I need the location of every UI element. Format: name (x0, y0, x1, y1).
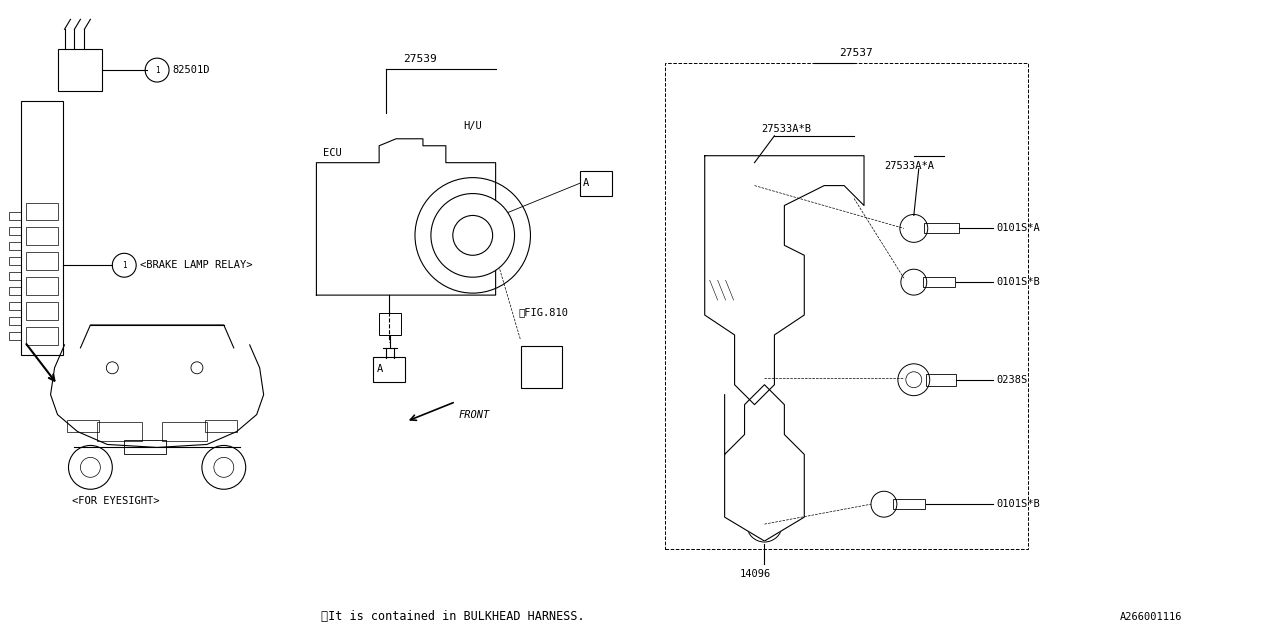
Text: 0101S*A: 0101S*A (996, 223, 1041, 234)
Text: 0101S*B: 0101S*B (996, 277, 1041, 287)
Bar (58, 49, 102, 91)
Circle shape (106, 362, 118, 374)
Bar (163, 422, 207, 442)
Bar (9, 243, 20, 250)
Circle shape (732, 164, 777, 207)
Circle shape (428, 178, 444, 193)
Circle shape (113, 253, 136, 277)
Text: ECU: ECU (324, 148, 342, 157)
Bar (26, 327, 58, 345)
Text: 27539: 27539 (403, 54, 436, 64)
Circle shape (214, 458, 234, 477)
Text: 1: 1 (122, 260, 127, 269)
Circle shape (81, 458, 100, 477)
Text: A: A (376, 364, 383, 374)
Bar (924, 223, 959, 234)
Circle shape (415, 178, 530, 293)
Bar (374, 357, 404, 381)
Bar (664, 63, 1028, 549)
Bar (379, 313, 401, 335)
Circle shape (202, 445, 246, 489)
Circle shape (906, 372, 922, 388)
Bar (26, 252, 58, 270)
Polygon shape (705, 156, 864, 404)
Text: 14096: 14096 (740, 569, 771, 579)
Text: 0238S: 0238S (996, 375, 1028, 385)
Circle shape (901, 269, 927, 295)
Text: A266001116: A266001116 (1120, 612, 1183, 621)
Text: A: A (582, 178, 589, 188)
Circle shape (731, 172, 759, 200)
Text: FRONT: FRONT (458, 410, 490, 420)
Circle shape (754, 368, 774, 388)
Bar (9, 272, 20, 280)
Bar (26, 302, 58, 320)
Bar (580, 171, 612, 196)
Bar (521, 346, 562, 388)
Text: 27533A*A: 27533A*A (884, 161, 934, 171)
Text: 0101S*B: 0101S*B (996, 499, 1041, 509)
Bar (9, 317, 20, 325)
Text: 27537: 27537 (840, 48, 873, 58)
Bar (9, 287, 20, 295)
Circle shape (745, 175, 764, 196)
Circle shape (453, 216, 493, 255)
Polygon shape (316, 139, 495, 295)
Text: ※It is contained in BULKHEAD HARNESS.: ※It is contained in BULKHEAD HARNESS. (321, 610, 585, 623)
Bar (893, 499, 924, 509)
Bar (205, 420, 237, 431)
Bar (9, 227, 20, 236)
Circle shape (739, 180, 750, 191)
Bar (97, 422, 142, 442)
Circle shape (69, 445, 113, 489)
Circle shape (754, 315, 774, 335)
Text: 27533A*B: 27533A*B (762, 124, 812, 134)
Polygon shape (724, 385, 804, 541)
Text: ※FIG.810: ※FIG.810 (518, 307, 568, 317)
Circle shape (756, 516, 772, 532)
Bar (20, 101, 63, 355)
Circle shape (371, 207, 387, 223)
Text: <BRAKE LAMP RELAY>: <BRAKE LAMP RELAY> (141, 260, 252, 270)
Bar (923, 277, 955, 287)
Circle shape (191, 362, 204, 374)
Text: H/U: H/U (463, 121, 481, 131)
Bar (26, 277, 58, 295)
Circle shape (900, 214, 928, 243)
Text: 1: 1 (155, 65, 160, 75)
Circle shape (145, 58, 169, 82)
Circle shape (897, 364, 929, 396)
Circle shape (338, 178, 355, 193)
Bar (124, 440, 166, 454)
Circle shape (746, 506, 782, 542)
Bar (9, 257, 20, 265)
Bar (9, 212, 20, 220)
Text: <FOR EYESIGHT>: <FOR EYESIGHT> (73, 496, 160, 506)
Bar (26, 202, 58, 220)
Bar (68, 420, 100, 431)
Bar (9, 332, 20, 340)
Text: 82501D: 82501D (172, 65, 210, 75)
Bar (26, 227, 58, 245)
Circle shape (870, 492, 897, 517)
Circle shape (431, 193, 515, 277)
Bar (9, 302, 20, 310)
Bar (925, 374, 956, 386)
